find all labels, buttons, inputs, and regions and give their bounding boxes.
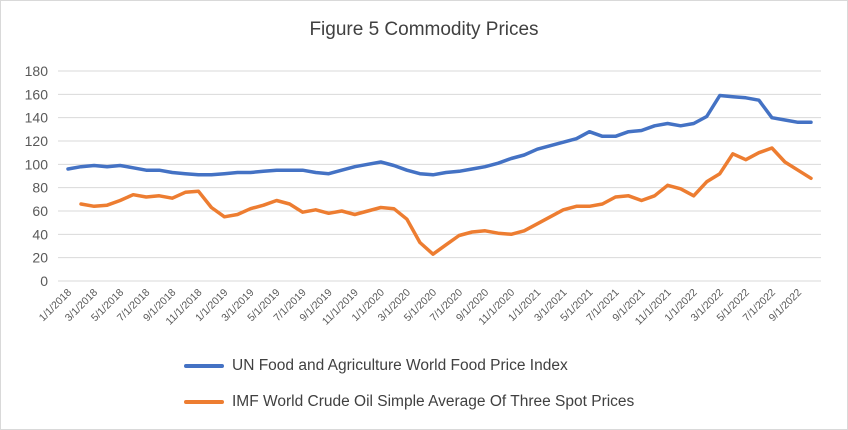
legend: UN Food and Agriculture World Food Price… <box>184 356 634 428</box>
legend-swatch-crude-oil <box>184 400 224 404</box>
chart-title: Figure 5 Commodity Prices <box>309 19 539 40</box>
legend-label-crude-oil: IMF World Crude Oil Simple Average Of Th… <box>232 393 635 410</box>
series-line-1 <box>79 146 813 256</box>
y-axis-labels: 0 20 40 60 80 100 120 140 160 180 <box>25 63 49 289</box>
y-tick-label: 20 <box>32 250 48 266</box>
series-line-0 <box>66 93 813 177</box>
legend-label-food-price-index: UN Food and Agriculture World Food Price… <box>232 357 568 374</box>
y-tick-label: 60 <box>32 203 48 219</box>
y-tick-label: 0 <box>40 273 48 289</box>
legend-item-crude-oil: IMF World Crude Oil Simple Average Of Th… <box>184 392 634 412</box>
x-axis-labels: 1/1/20183/1/20185/1/20187/1/20189/1/2018… <box>37 287 804 328</box>
gridlines <box>58 70 821 282</box>
y-tick-label: 80 <box>32 180 48 196</box>
y-tick-label: 100 <box>25 156 49 172</box>
y-tick-label: 120 <box>25 133 49 149</box>
y-tick-label: 40 <box>32 226 48 242</box>
y-tick-label: 160 <box>25 86 49 102</box>
legend-item-food-price-index: UN Food and Agriculture World Food Price… <box>184 356 634 376</box>
y-tick-label: 180 <box>25 63 49 79</box>
legend-swatch-food-price-index <box>184 364 224 368</box>
y-tick-label: 140 <box>25 110 49 126</box>
series-lines <box>66 93 813 256</box>
